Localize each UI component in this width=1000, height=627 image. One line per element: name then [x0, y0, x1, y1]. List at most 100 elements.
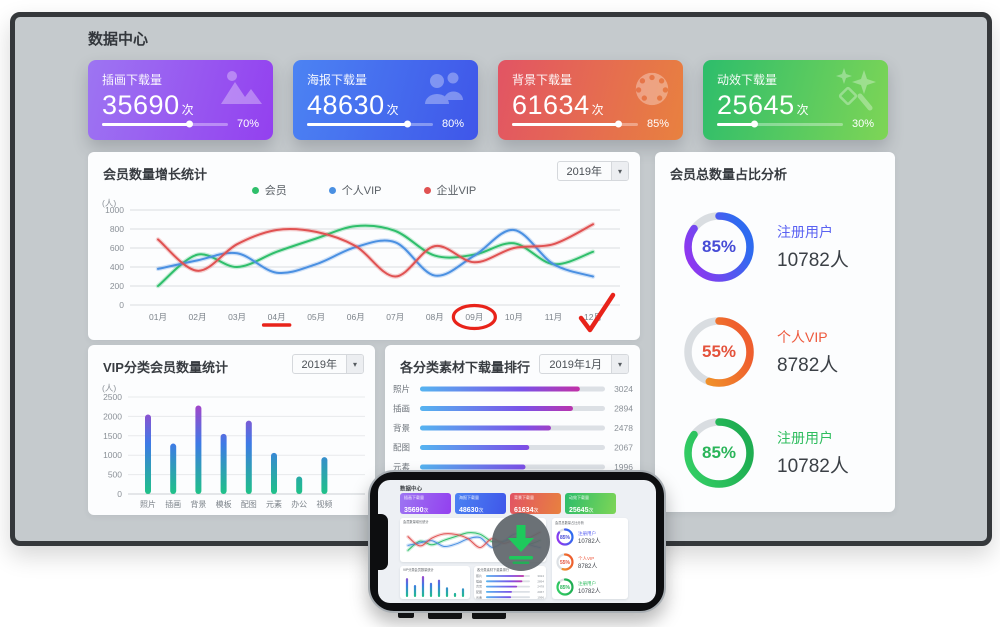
panel-title: 会员总数量占比分析 [670, 167, 788, 182]
svg-text:02月: 02月 [189, 312, 207, 322]
svg-text:2000: 2000 [103, 411, 122, 421]
panel-title: VIP分类会员数量统计 [103, 360, 228, 375]
svg-text:800: 800 [110, 224, 124, 234]
vip-category-bar-chart: (人) 0 500 1000 1500 2000 2500 照片 插画 背景 模板 配图 元素 办公 视频 [102, 383, 365, 509]
svg-text:背景: 背景 [190, 499, 206, 509]
svg-text:2067: 2067 [537, 590, 544, 594]
donut-label: 注册用户 [777, 430, 833, 446]
svg-text:插画: 插画 [393, 404, 410, 414]
stat-card-label: 动效下载量 [717, 73, 778, 87]
chart-legend: 会员 个人VIP 企业VIP [88, 182, 640, 198]
donut-label: 个人VIP [777, 329, 828, 345]
year-dropdown[interactable]: 2019年 ▾ [291, 354, 364, 374]
svg-text:2478: 2478 [537, 585, 544, 589]
svg-text:背景: 背景 [393, 423, 410, 433]
phone-bar-chart-panel: VIP分类会员数量统计 [400, 566, 470, 599]
svg-text:600: 600 [110, 243, 124, 253]
svg-text:07月: 07月 [386, 312, 404, 322]
stat-card-label: 插画下载量 [102, 73, 163, 87]
panel-title: 会员数量增长统计 [103, 167, 208, 182]
svg-text:1000: 1000 [105, 205, 124, 215]
stat-card-value: 48630 次 [307, 90, 399, 120]
svg-text:插画: 插画 [165, 499, 181, 509]
svg-text:元素: 元素 [266, 499, 282, 509]
phone-rank-chart-panel: 各分类素材下载量排行 照片 3024 插画 2894 背景 2478 配图 2067 元素 199… [474, 566, 546, 599]
legend-personal-vip[interactable]: 个人VIP [328, 182, 382, 198]
legend-enterprise-vip[interactable]: 企业VIP [423, 182, 476, 198]
download-overlay-button[interactable] [492, 513, 550, 571]
svg-text:01月: 01月 [149, 312, 167, 322]
svg-text:06月: 06月 [347, 312, 365, 322]
phone-notch [378, 513, 388, 570]
svg-text:0: 0 [119, 300, 124, 310]
people-icon [422, 68, 470, 113]
svg-text:背景: 背景 [476, 584, 482, 589]
donut-chart: 85% [681, 415, 757, 491]
phone-volume-down-button [472, 610, 506, 619]
year-dropdown[interactable]: 2019年 ▾ [556, 161, 629, 181]
svg-text:85%: 85% [560, 585, 571, 591]
phone-stat-cards: 插画下载量 35690次 海报下载量 48630次 背景下载量 61634次 动… [400, 493, 616, 514]
svg-text:2067: 2067 [614, 443, 633, 453]
download-icon [508, 525, 534, 564]
donut-row: 85% 注册用户 10782人 [681, 415, 849, 491]
svg-text:08月: 08月 [426, 312, 444, 322]
phone-stat-card: 海报下载量 48630次 [455, 493, 506, 514]
svg-text:1996: 1996 [614, 462, 633, 472]
phone-stat-card: 动效下载量 25645次 [565, 493, 616, 514]
stat-card-progress: 80% [307, 118, 464, 130]
svg-text:8782人: 8782人 [578, 563, 597, 570]
legend-dot [328, 186, 336, 194]
member-growth-line-chart: (人) 0 200 400 600 800 1000 01月 02月 03月 04月 05月 06月 07… [102, 198, 620, 333]
svg-text:11月: 11月 [545, 312, 562, 322]
svg-text:照片: 照片 [140, 499, 156, 509]
member-growth-panel: 会员数量增长统计 2019年 ▾ 会员 个人VIP 企业VIP (人) 0 200 4… [88, 152, 640, 340]
stat-card-label: 海报下载量 [307, 73, 368, 87]
svg-text:55%: 55% [560, 560, 571, 566]
donut-row: 85% 注册用户 10782人 [681, 209, 849, 285]
legend-dot [251, 186, 259, 194]
stat-card-motion: 动效下载量 25645 次 30% [703, 60, 888, 140]
svg-text:配图: 配图 [393, 443, 410, 453]
stat-card-value: 25645 次 [717, 90, 809, 120]
svg-text:插画: 插画 [476, 578, 482, 583]
phone-stat-card: 背景下载量 61634次 [510, 493, 561, 514]
svg-text:照片: 照片 [476, 573, 482, 578]
svg-text:03月: 03月 [228, 312, 246, 322]
palette-icon [629, 68, 675, 115]
svg-text:元素: 元素 [393, 462, 411, 472]
svg-text:05月: 05月 [307, 312, 325, 322]
member-ratio-panel: 会员总数量占比分析 85% 注册用户 10782人 55% 个人VIP 8782… [655, 152, 895, 512]
donut-chart: 55% [681, 314, 757, 390]
monitor-screen: 数据中心 插画下载量 35690 次 70% 海报下载量 48630 次 80% [10, 12, 992, 546]
sparkles-icon [830, 68, 880, 117]
chevron-down-icon: ▾ [346, 355, 363, 373]
panel-title: 各分类素材下载量排行 [400, 360, 531, 375]
svg-text:200: 200 [110, 281, 124, 291]
svg-text:3024: 3024 [614, 384, 633, 394]
download-rank-hbar-chart: 照片 3024 插画 2894 背景 2478 配图 2067 元素 1996 [393, 384, 633, 472]
svg-text:09月: 09月 [465, 312, 483, 322]
stat-card-illustration: 插画下载量 35690 次 70% [88, 60, 273, 140]
phone-page-title: 数据中心 [400, 486, 422, 493]
vip-category-panel: VIP分类会员数量统计 2019年 ▾ (人) 0 500 1000 1500 2000 2… [88, 345, 375, 515]
svg-text:500: 500 [108, 470, 122, 480]
chevron-down-icon: ▾ [611, 162, 628, 180]
stat-card-value: 61634 次 [512, 90, 604, 120]
legend-dot [423, 186, 431, 194]
phone-donut-panel: 会员总数量占比分析 85% 注册用户 10782人 55% 个人VIP 8782人 85% 注… [552, 518, 628, 599]
svg-text:0: 0 [117, 489, 122, 499]
svg-text:10782人: 10782人 [578, 538, 601, 545]
stat-card-progress: 30% [717, 118, 874, 130]
svg-text:元素: 元素 [476, 594, 482, 599]
donut-value: 10782人 [777, 456, 849, 477]
svg-text:12月: 12月 [584, 312, 602, 322]
stat-cards-row: 插画下载量 35690 次 70% 海报下载量 48630 次 80% 背景下载量 … [88, 60, 888, 140]
month-dropdown[interactable]: 2019年1月 ▾ [539, 354, 629, 374]
svg-text:配图: 配图 [476, 589, 482, 594]
legend-member[interactable]: 会员 [251, 182, 287, 198]
mountain-image-icon [217, 68, 265, 113]
svg-text:配图: 配图 [241, 500, 257, 509]
svg-text:个人VIP: 个人VIP [578, 556, 594, 561]
stat-card-progress: 70% [102, 118, 259, 130]
